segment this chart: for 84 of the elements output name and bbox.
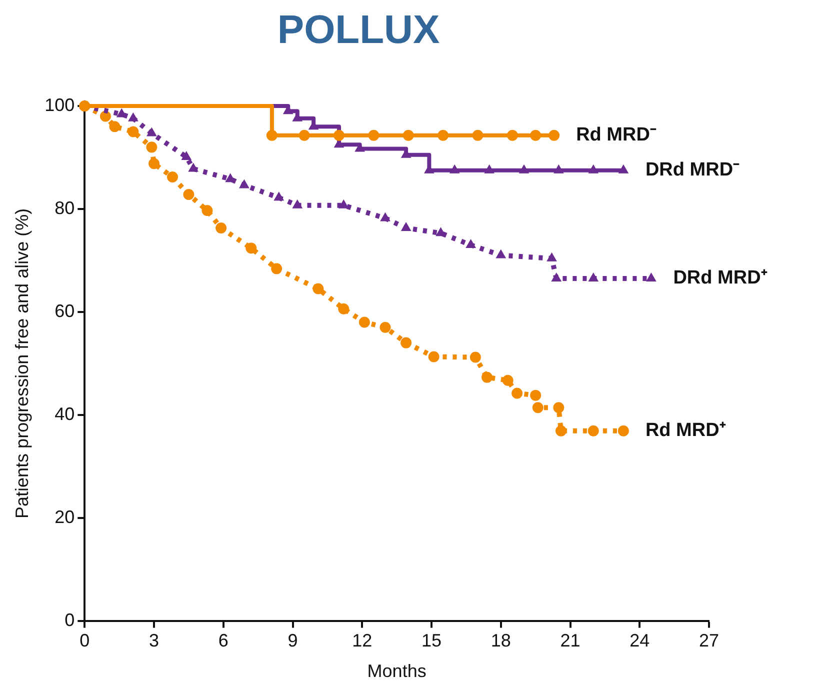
point <box>146 142 158 153</box>
point <box>472 130 484 141</box>
point <box>553 402 564 414</box>
series-label: Rd MRD⁻ <box>576 124 657 146</box>
point <box>183 189 194 200</box>
x-tick-label: 18 <box>490 630 511 651</box>
point <box>239 180 250 188</box>
point <box>358 316 370 328</box>
x-tick-label: 3 <box>149 630 160 651</box>
point <box>554 164 564 174</box>
point <box>128 126 139 138</box>
point <box>552 272 562 282</box>
x-tick-label: 21 <box>560 630 580 651</box>
point <box>496 250 506 258</box>
point <box>202 205 213 216</box>
point <box>400 337 412 348</box>
point <box>484 164 494 174</box>
point <box>532 402 544 414</box>
x-tick-label: 12 <box>352 630 372 651</box>
point <box>246 242 257 254</box>
point <box>530 130 542 141</box>
y-tick-label: 100 <box>44 94 75 115</box>
point <box>401 222 411 232</box>
point <box>380 322 391 333</box>
point <box>506 130 518 141</box>
x-tick-label: 24 <box>630 630 650 651</box>
point <box>338 200 348 208</box>
point <box>548 130 560 141</box>
point <box>100 110 111 122</box>
point <box>428 351 440 362</box>
y-tick-label: 80 <box>54 198 75 218</box>
point <box>338 303 350 314</box>
point <box>466 239 476 248</box>
point <box>266 130 278 141</box>
point <box>148 158 160 170</box>
point <box>519 164 529 174</box>
point <box>334 130 345 141</box>
point <box>354 143 365 152</box>
x-tick-label: 9 <box>288 630 298 651</box>
point <box>380 212 390 222</box>
x-tick-label: 27 <box>698 630 720 651</box>
point <box>588 425 599 436</box>
series-label: DRd MRD⁺ <box>673 268 768 289</box>
x-axis-title: Months <box>367 661 426 682</box>
point <box>271 263 282 274</box>
point <box>588 164 598 174</box>
point <box>546 252 557 262</box>
y-axis-title: Patients progression free and alive (%) <box>12 208 32 518</box>
point <box>450 164 460 174</box>
point <box>618 164 628 174</box>
point <box>502 374 514 386</box>
point <box>482 372 493 383</box>
point <box>274 192 284 201</box>
point <box>292 200 302 208</box>
series-label: Rd MRD⁺ <box>645 420 726 442</box>
point <box>556 425 566 436</box>
series-label: DRd MRD⁻ <box>645 160 740 181</box>
x-tick-label: 6 <box>218 630 228 651</box>
point <box>588 272 598 282</box>
x-tick-label: 15 <box>421 630 442 651</box>
point <box>512 388 523 399</box>
y-tick-label: 60 <box>54 300 75 321</box>
y-tick-label: 0 <box>64 610 75 630</box>
point <box>646 272 656 282</box>
y-tick-label: 40 <box>54 404 75 424</box>
point <box>312 283 324 294</box>
point <box>109 121 120 132</box>
point <box>128 112 138 122</box>
point <box>438 130 449 141</box>
point <box>225 174 236 182</box>
point <box>402 130 414 141</box>
point <box>530 390 542 401</box>
y-tick-label: 20 <box>54 506 75 527</box>
point <box>182 151 192 160</box>
point <box>618 425 629 436</box>
point <box>216 222 227 234</box>
point <box>146 128 157 136</box>
point <box>298 130 310 141</box>
point <box>167 172 178 183</box>
point <box>188 163 198 172</box>
point <box>368 130 380 141</box>
x-tick-label: 0 <box>80 630 90 651</box>
chart-title: POLLUX <box>277 8 440 52</box>
point <box>470 352 481 363</box>
